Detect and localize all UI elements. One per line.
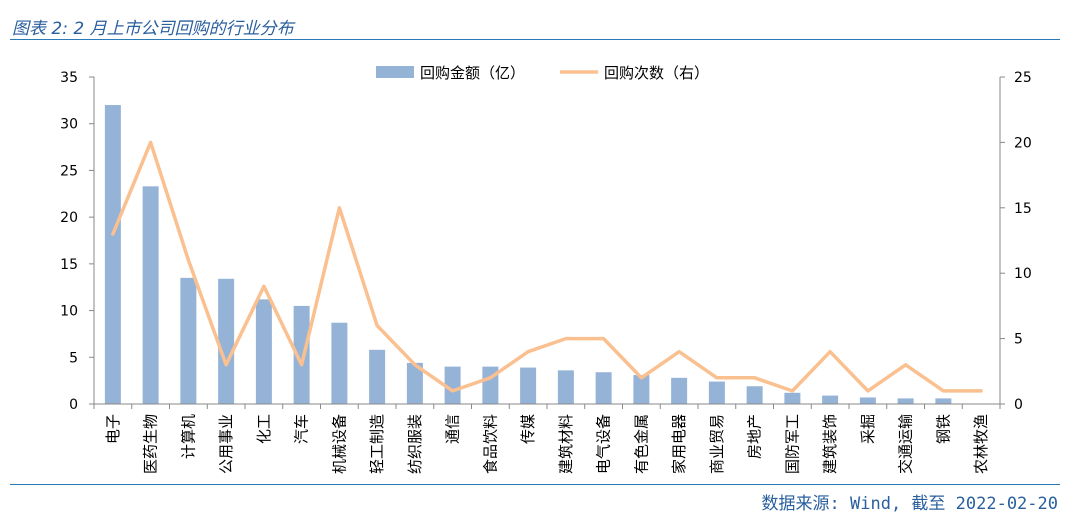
category-label: 轻工制造: [368, 414, 386, 474]
x-axis-categories: 电子 医药生物 计算机 公用事业 化工 汽车 机械设备 轻工制造 纺织服装 通信 食品饮料 传媒 建筑材…: [104, 414, 990, 474]
bar: [104, 105, 121, 405]
legend: 回购金额（亿） 回购次数（右）: [376, 64, 709, 82]
line-series: [111, 140, 983, 393]
bar: [180, 277, 197, 404]
y2-tick-label: 0: [1014, 397, 1023, 413]
category-label: 建筑装饰: [821, 414, 839, 474]
y2-tick-label: 20: [1014, 135, 1032, 151]
y-tick-label: 10: [60, 304, 78, 320]
category-label: 纺织服装: [406, 414, 424, 474]
bar: [218, 278, 235, 404]
y2-tick-label: 5: [1014, 332, 1023, 348]
bar-series: [104, 105, 952, 405]
y2-tick-label: 15: [1014, 201, 1032, 217]
bar: [255, 299, 272, 404]
legend-bar-swatch: [376, 66, 414, 78]
category-label: 计算机: [179, 414, 197, 459]
category-label: 医药生物: [142, 414, 160, 474]
category-label: 通信: [444, 414, 462, 444]
bar: [935, 398, 952, 404]
category-label: 商业贸易: [708, 414, 726, 474]
category-label: 农林牧渔: [972, 414, 990, 474]
bar: [142, 186, 159, 404]
category-label: 电气设备: [595, 414, 613, 474]
bar: [406, 362, 423, 404]
bar: [822, 395, 839, 404]
category-label: 交通运输: [897, 414, 915, 474]
bar: [293, 305, 310, 404]
y-tick-label: 30: [60, 117, 78, 133]
bar: [520, 367, 537, 404]
bar: [746, 386, 763, 404]
y-tick-label: 15: [60, 257, 78, 273]
category-label: 采掘: [859, 414, 877, 444]
y-tick-label: 5: [69, 350, 78, 366]
y-tick-label: 35: [60, 70, 78, 86]
category-label: 食品饮料: [481, 414, 499, 474]
category-label: 传媒: [519, 414, 537, 444]
y-tick-label: 20: [60, 210, 78, 226]
legend-line-label: 回购次数（右）: [604, 64, 709, 82]
category-label: 化工: [255, 414, 273, 444]
category-label: 机械设备: [330, 414, 348, 474]
category-label: 有色金属: [632, 414, 650, 474]
category-label: 电子: [104, 414, 122, 444]
legend-bar-label: 回购金额（亿）: [420, 64, 525, 82]
figure-title: 图表 2: 2 月上市公司回购的行业分布: [12, 19, 294, 39]
combo-chart: 0 5 10 15 20 25 30 35 0 5 10 15 20 25 电子 医药生物 计算机 公用事业 化…: [60, 64, 1032, 474]
axes: [93, 77, 1001, 409]
y-axis-left-ticks: 0 5 10 15 20 25 30 35: [60, 70, 94, 413]
category-label: 汽车: [293, 414, 311, 444]
category-label: 钢铁: [934, 414, 952, 444]
bar: [859, 397, 876, 404]
bottom-rule: [10, 484, 1060, 485]
line-path: [111, 140, 983, 393]
bar: [897, 398, 914, 404]
bar: [708, 381, 725, 404]
top-rule: [10, 39, 1060, 40]
category-label: 建筑材料: [557, 414, 575, 474]
bar: [671, 377, 688, 404]
bar: [595, 372, 612, 404]
bar: [369, 349, 386, 404]
y2-tick-label: 25: [1014, 70, 1032, 86]
y-axis-right-ticks: 0 5 10 15 20 25: [1000, 70, 1032, 413]
category-label: 国防军工: [783, 414, 801, 474]
bar: [784, 392, 801, 404]
category-label: 家用电器: [670, 414, 688, 474]
bar: [633, 375, 650, 404]
category-label: 房地产: [746, 414, 764, 459]
source-note: 数据来源: Wind, 截至 2022-02-20: [761, 494, 1058, 514]
y-tick-label: 0: [69, 397, 78, 413]
bar: [557, 370, 574, 404]
bar: [331, 322, 348, 404]
bar: [444, 366, 461, 404]
y2-tick-label: 10: [1014, 266, 1032, 282]
y-tick-label: 25: [60, 163, 78, 179]
category-label: 公用事业: [217, 414, 235, 474]
